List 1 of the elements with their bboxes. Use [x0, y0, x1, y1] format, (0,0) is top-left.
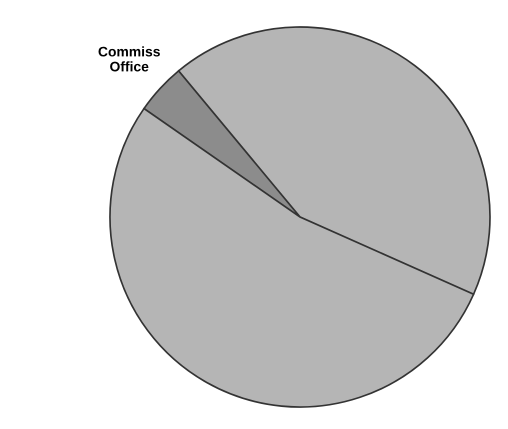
slice-label: Commiss Office	[98, 46, 160, 72]
